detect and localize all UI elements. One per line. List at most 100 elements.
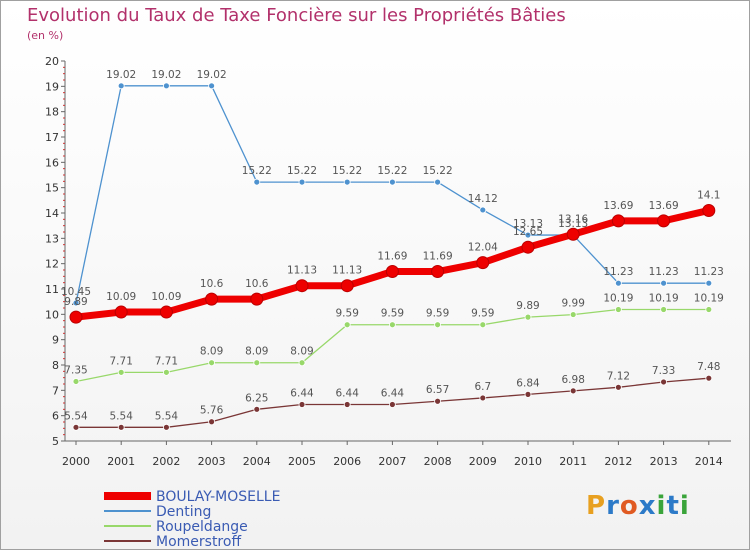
data-label: 11.23 <box>649 266 679 278</box>
data-label: 11.13 <box>287 265 317 277</box>
data-label: 15.22 <box>332 165 362 177</box>
data-point <box>253 405 261 413</box>
x-tick-label: 2011 <box>559 455 587 468</box>
data-point <box>479 321 487 329</box>
data-point <box>250 292 264 306</box>
x-tick-label: 2009 <box>469 455 497 468</box>
data-label: 9.59 <box>381 308 404 320</box>
data-label: 14.1 <box>697 189 720 201</box>
chart-title: Evolution du Taux de Taxe Foncière sur l… <box>27 5 566 26</box>
data-label: 8.09 <box>290 346 313 358</box>
data-point <box>660 306 667 313</box>
y-tick-label: 5 <box>52 435 59 448</box>
logo-letter: r <box>606 491 620 521</box>
data-label: 12.65 <box>513 226 543 238</box>
y-tick-label: 15 <box>45 182 59 195</box>
data-point <box>569 311 577 318</box>
x-tick-label: 2006 <box>333 455 361 468</box>
data-point <box>569 387 577 395</box>
y-tick-label: 16 <box>45 156 59 169</box>
x-tick-label: 2005 <box>288 455 316 468</box>
legend-label-3: Momerstroff <box>156 534 241 550</box>
data-label: 15.22 <box>242 165 272 177</box>
data-label: 10.6 <box>200 278 224 290</box>
legend-label-1: Denting <box>156 504 211 520</box>
data-point <box>431 265 445 279</box>
data-label: 5.54 <box>110 410 134 422</box>
data-label: 6.7 <box>474 381 491 393</box>
data-label: 10.45 <box>61 286 91 298</box>
chart-subtitle: (en %) <box>27 29 64 42</box>
data-point <box>524 390 532 398</box>
data-label: 11.69 <box>423 251 453 263</box>
logo-letter: i <box>656 491 667 521</box>
data-point <box>208 82 216 90</box>
x-tick-label: 2010 <box>514 455 542 468</box>
data-label: 15.22 <box>377 165 407 177</box>
data-point <box>385 265 399 279</box>
data-point <box>72 378 80 385</box>
data-label: 10.19 <box>649 293 679 305</box>
data-label: 10.09 <box>106 291 136 303</box>
logo-letter: t <box>666 491 680 521</box>
data-point <box>524 231 532 239</box>
data-point <box>479 206 487 214</box>
data-point <box>162 423 170 431</box>
legend-label-2: Roupeldange <box>156 519 248 535</box>
data-label: 10.19 <box>603 293 633 305</box>
data-label: 15.22 <box>287 165 317 177</box>
y-tick-label: 14 <box>45 207 59 220</box>
data-label: 9.59 <box>426 308 449 320</box>
x-tick-label: 2014 <box>695 455 723 468</box>
data-point <box>162 368 170 376</box>
data-label: 6.44 <box>336 388 360 400</box>
data-label: 9.59 <box>336 308 359 320</box>
data-point <box>117 368 125 376</box>
data-point <box>705 279 713 287</box>
data-label: 9.89 <box>64 296 87 308</box>
series-layer <box>69 82 716 431</box>
data-label: 8.09 <box>200 346 223 358</box>
data-label: 7.71 <box>155 355 178 367</box>
data-point <box>615 306 622 313</box>
data-point <box>615 383 622 391</box>
data-point <box>159 305 173 319</box>
data-label: 19.02 <box>197 69 227 81</box>
data-label: 15.22 <box>423 165 453 177</box>
data-point <box>253 178 261 186</box>
legend: BOULAY-MOSELLEDentingRoupeldangeMomerstr… <box>104 489 280 550</box>
data-label: 9.89 <box>516 300 539 312</box>
data-labels: 10.45 19.02 19.02 19.02 15.22 15.22 15.22 15.22… <box>61 69 724 422</box>
data-label: 12.04 <box>468 242 498 254</box>
x-tick-label: 2007 <box>378 455 406 468</box>
x-tick-label: 2001 <box>107 455 135 468</box>
data-label: 7.48 <box>697 361 720 373</box>
data-point <box>705 374 713 382</box>
y-tick-label: 18 <box>45 106 59 119</box>
data-label: 6.44 <box>381 388 405 400</box>
logo-letter: x <box>638 491 657 521</box>
data-label: 6.57 <box>426 384 449 396</box>
data-point <box>298 401 306 408</box>
data-label: 7.35 <box>64 364 87 376</box>
y-tick-label: 17 <box>45 131 59 144</box>
logo-letter: i <box>679 491 690 521</box>
data-point <box>205 292 219 306</box>
data-point <box>340 279 354 293</box>
data-point <box>298 359 306 367</box>
data-point <box>615 279 622 287</box>
y-tick-label: 7 <box>52 384 59 397</box>
data-point <box>521 240 535 254</box>
data-label: 6.84 <box>516 377 540 389</box>
data-point <box>388 321 396 329</box>
data-point <box>524 313 532 321</box>
data-point <box>660 279 667 287</box>
x-tick-label: 2012 <box>604 455 632 468</box>
y-tick-label: 10 <box>45 308 59 321</box>
data-point <box>657 214 671 228</box>
data-point <box>705 306 713 313</box>
data-label: 10.6 <box>245 278 269 290</box>
data-point <box>298 178 306 186</box>
data-point <box>434 397 442 405</box>
